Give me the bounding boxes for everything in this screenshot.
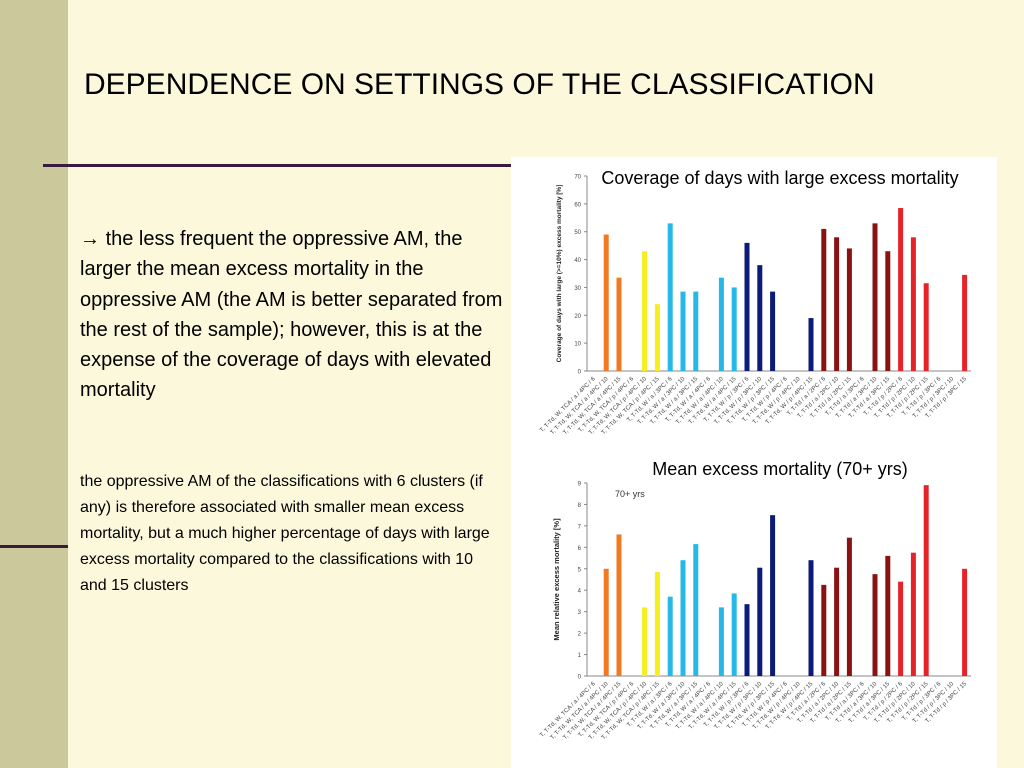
mortality-bar [731,593,737,676]
mortality-bar [834,567,840,676]
coverage-bar [680,291,686,371]
coverage-bar [910,237,916,371]
excess-mortality-chart-title: Mean excess mortality (70+ yrs) [652,459,908,479]
coverage-y-tick-label: 40 [574,258,581,264]
mortality-y-tick-label: 7 [578,524,582,530]
coverage-bar [898,208,904,371]
mortality-bar [693,544,699,676]
coverage-y-tick-label: 50 [574,230,581,236]
mortality-bar [667,596,673,676]
mortality-bar [718,607,724,676]
mortality-bar [642,607,648,676]
mortality-annotation: 70+ yrs [615,489,645,499]
title-divider [43,164,511,167]
coverage-bar [757,265,763,371]
coverage-y-tick-label: 30 [574,286,581,292]
mortality-bar [808,560,814,676]
coverage-bar [654,304,660,371]
coverage-y-tick-label: 10 [574,342,581,348]
coverage-bar [846,248,852,371]
mortality-bar [757,567,763,676]
coverage-bar [693,291,699,371]
mortality-bar [885,555,891,676]
paragraph-main: → the less frequent the oppressive AM, t… [80,224,508,406]
excess-mortality-chart: 0 1 2 3 4 5 6 7 8 9 Mean relative excess mortality… [539,482,971,741]
mortality-y-tick-label: 0 [578,675,582,681]
mortality-y-tick-label: 1 [578,653,582,659]
mortality-y-tick-label: 3 [578,610,582,616]
coverage-bar [808,318,814,371]
coverage-bar [770,291,776,371]
mortality-y-tick-label: 8 [578,503,582,509]
coverage-bar [872,223,878,371]
mortality-bar [744,604,750,676]
mortality-y-tick-label: 6 [578,546,582,552]
paragraph-main-text: the less frequent the oppressive AM, the… [80,228,503,402]
mortality-y-tick-label: 9 [578,482,582,488]
mortality-bar [910,552,916,676]
mortality-bar [962,568,968,676]
arrow-icon: → [80,228,100,250]
paragraph-secondary: the oppressive AM of the classifications… [80,473,490,594]
coverage-bar [667,223,673,371]
coverage-bar [731,287,737,371]
coverage-bar [642,251,648,371]
coverage-bar [834,237,840,371]
mortality-y-tick-label: 2 [578,632,582,638]
coverage-bar [744,242,750,371]
coverage-bar [923,283,929,371]
sidebar-divider [0,545,68,548]
coverage-chart: 0 10 20 30 40 50 60 70 Coverage of days with lar… [539,175,971,436]
mortality-bar [603,568,609,676]
mortality-bar [846,537,852,676]
mortality-bar [654,571,660,676]
mortality-bar [923,485,929,676]
mortality-y-axis-label: Mean relative excess mortality [%] [552,518,561,641]
coverage-bar [718,277,724,371]
coverage-y-tick-label: 70 [574,175,581,181]
mortality-bar [770,515,776,676]
coverage-bar [962,274,968,371]
coverage-bar [603,234,609,371]
coverage-y-tick-label: 20 [574,314,581,320]
coverage-bar [821,228,827,371]
mortality-bar [680,560,686,676]
coverage-y-axis-label: Coverage of days with large (>=10%) exce… [556,185,563,363]
coverage-y-tick-label: 0 [578,370,582,376]
slide-title: DEPENDENCE ON SETTINGS OF THE CLASSIFICA… [84,68,875,101]
coverage-y-tick-label: 60 [574,202,581,208]
sidebar-decoration [0,0,68,768]
mortality-bar [821,584,827,676]
coverage-bar [885,251,891,371]
mortality-y-tick-label: 4 [578,589,582,595]
mortality-bar [616,534,622,676]
mortality-bar [898,581,904,676]
coverage-bar [616,277,622,371]
coverage-chart-title: Coverage of days with large excess morta… [601,168,959,188]
mortality-bar [872,574,878,676]
mortality-y-tick-label: 5 [578,567,582,573]
charts-panel: 0 10 20 30 40 50 60 70 Coverage of days with lar… [511,157,997,768]
